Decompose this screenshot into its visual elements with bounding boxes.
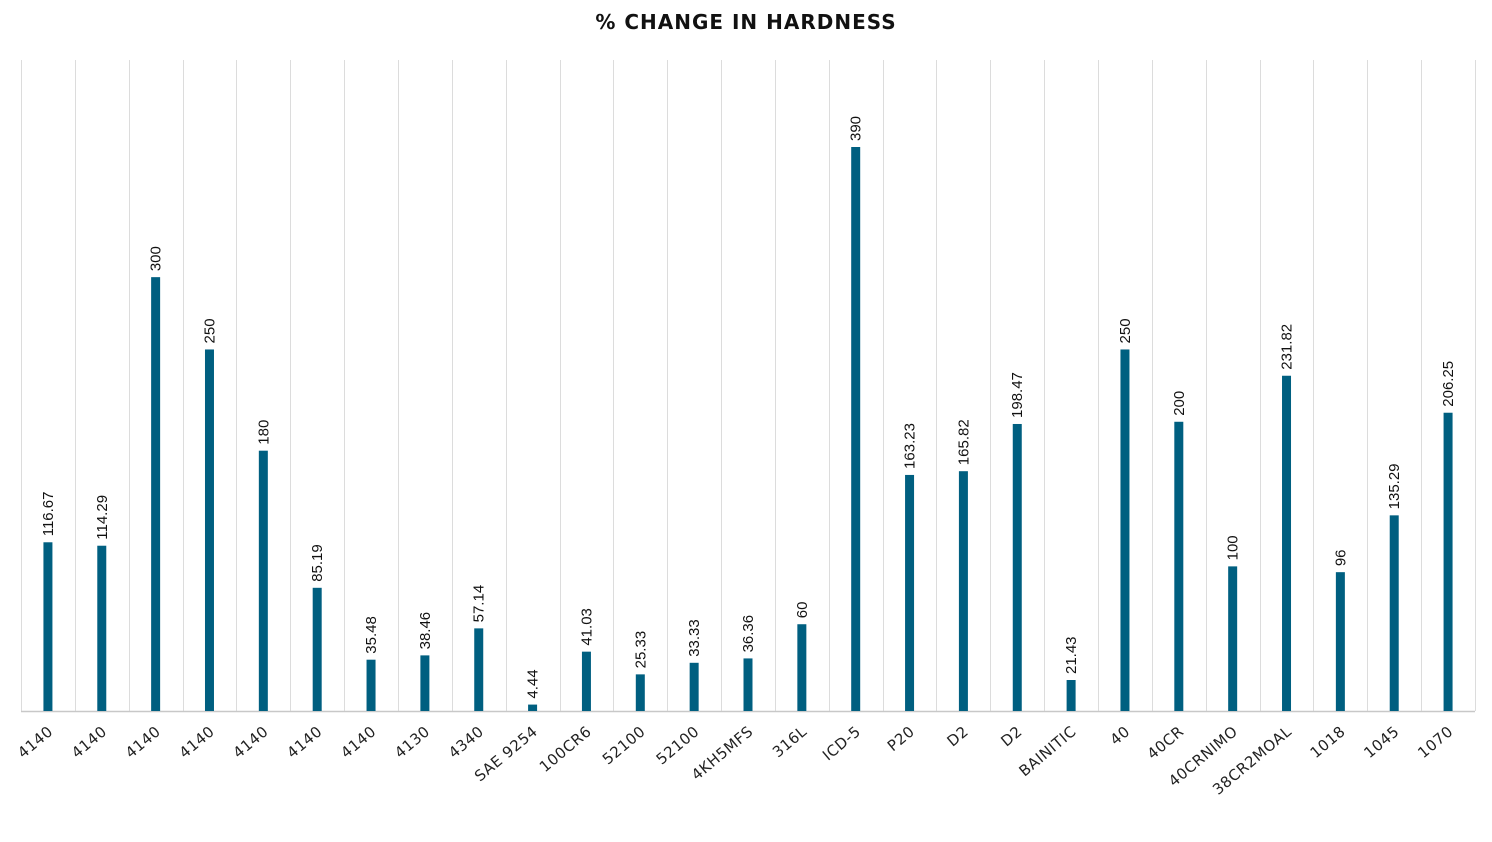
data-label-9: 4.44 <box>525 669 542 698</box>
data-label-11: 25.33 <box>632 631 649 669</box>
data-label-21: 200 <box>1171 391 1188 416</box>
bar-23 <box>1282 375 1292 711</box>
x-tick-label-8: 4340 <box>445 722 487 762</box>
data-label-25: 135.29 <box>1386 463 1403 509</box>
x-tick-label-26: 1070 <box>1414 722 1456 762</box>
data-label-13: 36.36 <box>740 615 757 653</box>
bar-11 <box>635 674 645 711</box>
bar-24 <box>1335 572 1345 711</box>
bar-16 <box>905 474 915 711</box>
data-label-24: 96 <box>1332 549 1349 566</box>
bar-22 <box>1228 566 1238 711</box>
data-label-22: 100 <box>1225 535 1242 560</box>
data-label-5: 85.19 <box>309 544 326 582</box>
data-label-1: 114.29 <box>94 495 111 540</box>
data-label-6: 35.48 <box>363 616 380 654</box>
bar-6 <box>366 659 376 711</box>
data-label-20: 250 <box>1117 318 1134 343</box>
chart-title: % CHANGE IN HARDNESS <box>595 10 897 34</box>
data-label-19: 21.43 <box>1063 636 1080 674</box>
data-label-4: 180 <box>255 420 272 445</box>
x-tick-label-7: 4130 <box>391 722 433 762</box>
x-tick-label-4: 4140 <box>230 722 272 762</box>
bar-3 <box>204 349 214 711</box>
bar-1 <box>97 545 107 711</box>
bar-13 <box>743 658 753 711</box>
bar-21 <box>1174 421 1184 711</box>
bar-17 <box>958 471 968 711</box>
bar-5 <box>312 587 322 711</box>
x-tick-label-10: 100CR6 <box>536 722 595 776</box>
bar-10 <box>581 651 591 711</box>
data-label-18: 198.47 <box>1009 372 1026 418</box>
data-label-3: 250 <box>201 318 218 343</box>
bar-4 <box>258 450 268 711</box>
x-tick-label-3: 4140 <box>176 722 218 762</box>
bar-19 <box>1066 680 1076 711</box>
bar-8 <box>474 628 484 711</box>
bar-0 <box>43 542 53 711</box>
x-tick-label-2: 4140 <box>122 722 164 762</box>
x-tick-label-1: 4140 <box>68 722 110 762</box>
data-label-8: 57.14 <box>471 585 488 623</box>
data-label-7: 38.46 <box>417 612 434 650</box>
data-label-15: 390 <box>848 116 865 141</box>
bar-20 <box>1120 349 1130 711</box>
x-tick-label-6: 4140 <box>337 722 379 762</box>
x-tick-label-20: 40 <box>1107 722 1134 749</box>
x-tick-label-19: BAINITIC <box>1015 722 1079 780</box>
data-label-0: 116.67 <box>40 492 57 537</box>
x-tick-label-17: D2 <box>943 722 971 750</box>
x-tick-label-5: 4140 <box>283 722 325 762</box>
x-tick-label-15: ICD-5 <box>819 722 864 764</box>
bar-26 <box>1443 412 1453 711</box>
x-tick-label-24: 1018 <box>1307 722 1349 762</box>
data-label-10: 41.03 <box>578 608 595 646</box>
data-label-2: 300 <box>148 246 165 271</box>
bar-9 <box>528 704 538 711</box>
bar-7 <box>420 655 430 711</box>
x-tick-label-18: D2 <box>997 722 1025 750</box>
bar-15 <box>851 147 861 711</box>
bar-2 <box>151 277 161 711</box>
data-label-23: 231.82 <box>1279 324 1296 370</box>
data-label-17: 165.82 <box>955 419 972 465</box>
data-label-26: 206.25 <box>1440 361 1457 407</box>
x-tick-label-16: P20 <box>884 722 918 755</box>
x-tick-label-14: 316L <box>769 722 811 761</box>
data-label-16: 163.23 <box>902 423 919 469</box>
bar-18 <box>1012 423 1022 711</box>
x-tick-label-25: 1045 <box>1360 722 1402 762</box>
bar-12 <box>689 662 699 711</box>
x-tick-label-11: 52100 <box>599 722 649 768</box>
x-tick-label-0: 4140 <box>14 722 56 762</box>
x-tick-label-12: 52100 <box>653 722 703 768</box>
data-label-12: 33.33 <box>686 619 703 657</box>
bar-14 <box>797 624 807 711</box>
x-tick-label-21: 40CR <box>1144 722 1188 763</box>
bar-25 <box>1389 515 1399 711</box>
data-label-14: 60 <box>794 602 811 619</box>
